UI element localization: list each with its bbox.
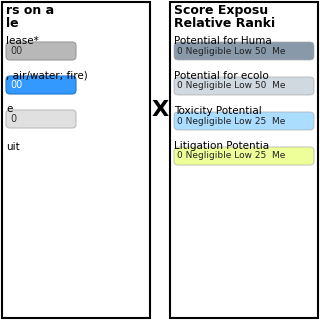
Text: Potential for ecolo: Potential for ecolo [174, 71, 269, 81]
FancyBboxPatch shape [6, 42, 76, 60]
Text: 00: 00 [10, 80, 22, 90]
Text: 0 Negligible Low 25  Me: 0 Negligible Low 25 Me [177, 116, 285, 125]
FancyBboxPatch shape [174, 77, 314, 95]
Text: 0 Negligible Low 50  Me: 0 Negligible Low 50 Me [177, 46, 285, 55]
Text: 0 Negligible Low 25  Me: 0 Negligible Low 25 Me [177, 151, 285, 161]
Bar [170, 2, 318, 318]
Text: Litigation Potentia: Litigation Potentia [174, 141, 269, 151]
FancyBboxPatch shape [6, 110, 76, 128]
Text: lease*: lease* [6, 36, 39, 46]
Text: Potential for Huma: Potential for Huma [174, 36, 272, 46]
FancyBboxPatch shape [174, 112, 314, 130]
Text: rs on a: rs on a [6, 4, 54, 17]
FancyBboxPatch shape [174, 147, 314, 165]
Text: , air/water; fire): , air/water; fire) [6, 70, 88, 80]
Text: X: X [151, 100, 169, 120]
Text: Score Exposu: Score Exposu [174, 4, 268, 17]
Text: e: e [6, 104, 12, 114]
Text: Relative Ranki: Relative Ranki [174, 17, 275, 30]
Text: uit: uit [6, 142, 20, 152]
Text: le: le [6, 17, 19, 30]
Text: 0: 0 [10, 114, 16, 124]
Text: 00: 00 [10, 46, 22, 56]
Text: Toxicity Potential: Toxicity Potential [174, 106, 262, 116]
Bar [2, 2, 150, 318]
FancyBboxPatch shape [174, 42, 314, 60]
FancyBboxPatch shape [6, 76, 76, 94]
Text: 0 Negligible Low 50  Me: 0 Negligible Low 50 Me [177, 82, 285, 91]
